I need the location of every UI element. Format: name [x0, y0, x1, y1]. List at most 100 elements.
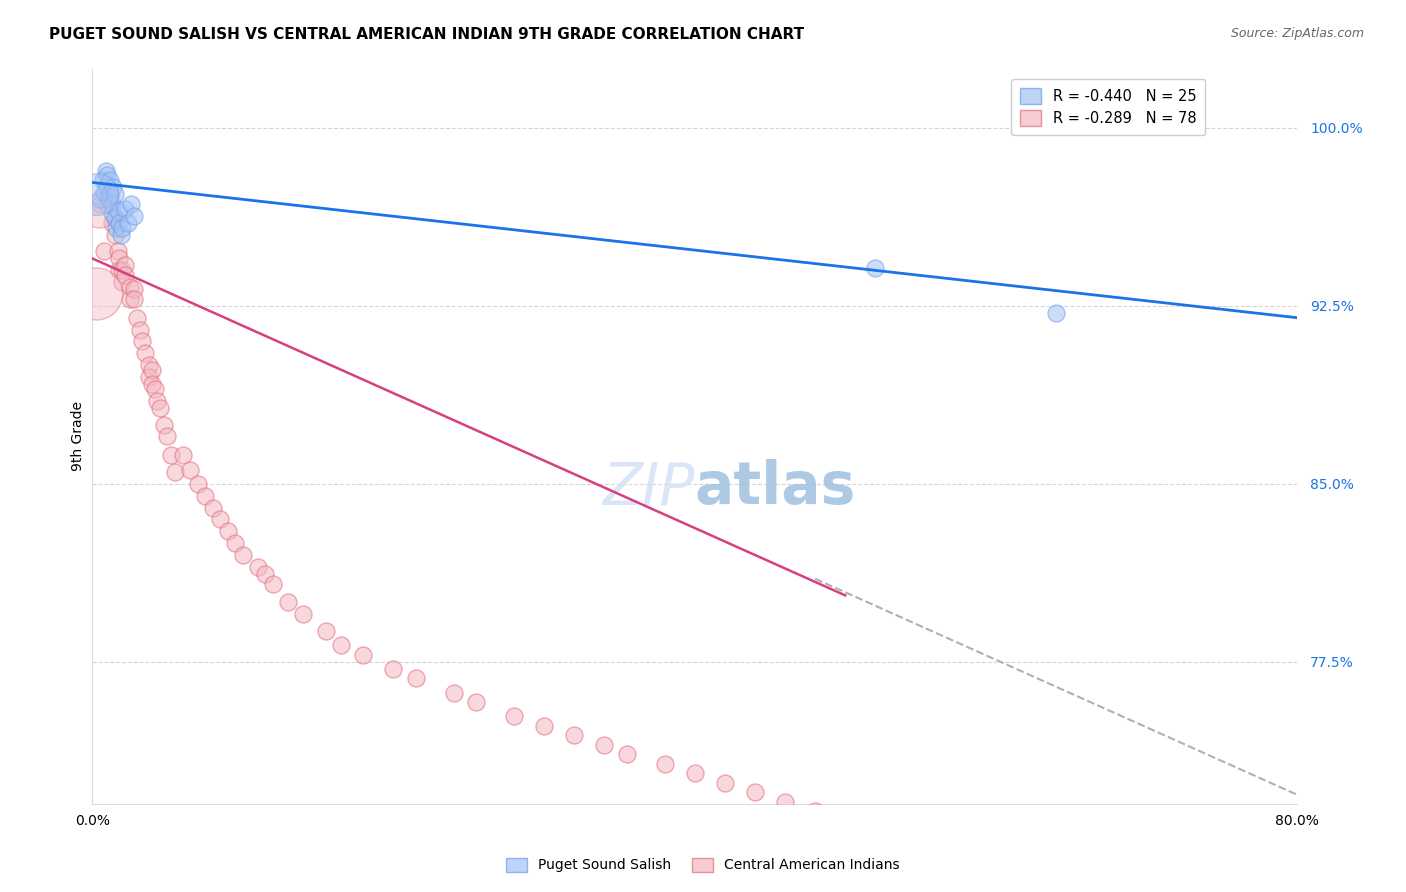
Point [654, 756, 676, 771]
Point [1076, 889, 1098, 892]
Point [117, 216, 139, 230]
Point [984, 861, 1007, 875]
Point [107, 244, 129, 259]
Y-axis label: 9th Grade: 9th Grade [72, 401, 86, 471]
Point [96, 196, 118, 211]
Point [97, 192, 120, 206]
Point [443, 686, 465, 700]
Point [329, 638, 352, 652]
Point [131, 334, 153, 349]
Point [89, 196, 111, 211]
Point [105, 220, 128, 235]
Point [1045, 880, 1067, 892]
Point [129, 322, 152, 336]
Point [100, 206, 122, 220]
Point [145, 382, 167, 396]
Text: Source: ZipAtlas.com: Source: ZipAtlas.com [1230, 27, 1364, 40]
Point [153, 417, 176, 432]
Point [111, 275, 134, 289]
Point [163, 465, 186, 479]
Point [114, 259, 136, 273]
Point [744, 785, 766, 799]
Point [96, 180, 118, 194]
Point [156, 429, 179, 443]
Point [86, 287, 108, 301]
Point [108, 252, 131, 266]
Point [94, 163, 117, 178]
Point [96, 169, 118, 183]
Point [616, 747, 638, 762]
Point [562, 728, 585, 742]
Point [108, 216, 131, 230]
Point [894, 832, 917, 847]
Point [100, 196, 122, 211]
Point [187, 476, 209, 491]
Point [352, 648, 374, 662]
Point [1015, 871, 1038, 885]
Point [93, 185, 115, 199]
Point [159, 448, 181, 462]
Text: PUGET SOUND SALISH VS CENTRAL AMERICAN INDIAN 9TH GRADE CORRELATION CHART: PUGET SOUND SALISH VS CENTRAL AMERICAN I… [49, 27, 804, 42]
Point [134, 346, 156, 360]
Point [138, 358, 160, 372]
Point [98, 187, 121, 202]
Point [104, 211, 127, 225]
Point [405, 672, 427, 686]
Point [593, 738, 616, 752]
Point [232, 548, 254, 562]
Point [246, 560, 269, 574]
Point [138, 370, 160, 384]
Point [124, 209, 146, 223]
Point [118, 292, 141, 306]
Point [93, 244, 115, 259]
Point [104, 187, 127, 202]
Point [292, 607, 315, 622]
Point [86, 187, 108, 202]
Point [224, 536, 246, 550]
Point [111, 220, 134, 235]
Point [315, 624, 337, 638]
Point [107, 203, 129, 218]
Point [96, 180, 118, 194]
Point [465, 695, 488, 709]
Point [683, 766, 706, 780]
Point [254, 567, 277, 582]
Point [98, 173, 121, 187]
Point [103, 180, 125, 194]
Point [104, 211, 127, 225]
Legend: Puget Sound Salish, Central American Indians: Puget Sound Salish, Central American Ind… [501, 852, 905, 878]
Point [804, 805, 827, 819]
Point [118, 280, 141, 294]
Point [120, 196, 142, 211]
Point [110, 227, 132, 242]
Point [262, 576, 284, 591]
Point [111, 263, 134, 277]
Point [89, 203, 111, 218]
Point [955, 852, 977, 866]
Point [277, 595, 299, 609]
Point [179, 462, 201, 476]
Point [89, 192, 111, 206]
Point [104, 227, 127, 242]
Point [114, 202, 136, 216]
Point [209, 512, 232, 526]
Point [91, 173, 114, 187]
Point [114, 268, 136, 282]
Point [98, 187, 121, 202]
Text: atlas: atlas [695, 459, 856, 516]
Point [217, 524, 239, 539]
Point [924, 842, 946, 856]
Point [172, 448, 194, 462]
Point [865, 260, 887, 275]
Text: ZIP: ZIP [602, 459, 695, 516]
Point [100, 216, 122, 230]
Point [201, 500, 224, 515]
Point [194, 489, 217, 503]
Legend: R = -0.440   N = 25, R = -0.289   N = 78: R = -0.440 N = 25, R = -0.289 N = 78 [1011, 79, 1205, 135]
Point [865, 823, 887, 838]
Point [124, 282, 146, 296]
Point [1045, 306, 1067, 320]
Point [533, 719, 555, 733]
Point [502, 709, 524, 723]
Point [108, 263, 131, 277]
